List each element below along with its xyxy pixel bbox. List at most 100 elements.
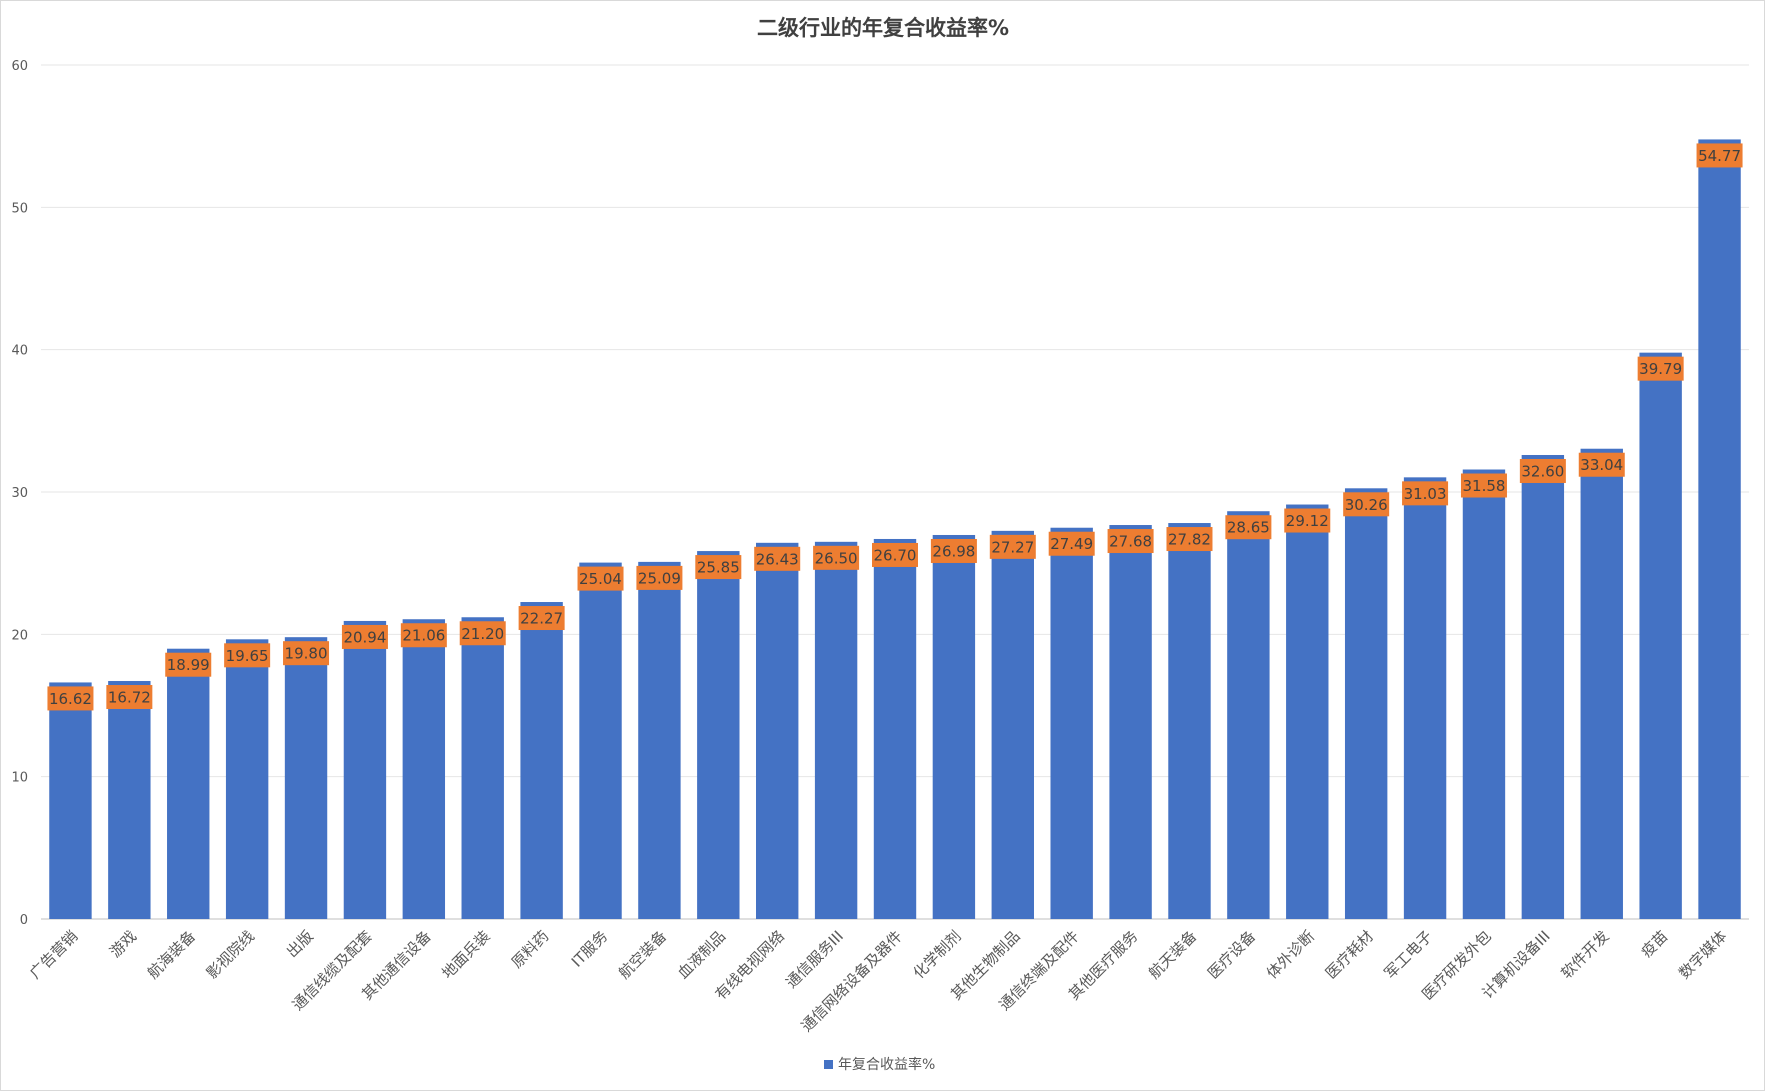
data-label: 18.99 (167, 656, 210, 674)
y-tick-label: 30 (11, 486, 28, 501)
bar (284, 637, 328, 919)
data-label-bg (283, 641, 330, 666)
y-axis-ticks: 0 10 20 30 40 50 60 (11, 59, 28, 928)
data-label: 16.72 (108, 689, 151, 707)
data-label-bg (341, 624, 388, 649)
x-tick-label: 地面兵装 (438, 927, 493, 982)
bar (1521, 454, 1565, 919)
data-label-bg (1460, 473, 1507, 498)
y-tick-label: 20 (11, 628, 28, 643)
data-label: 27.68 (1109, 533, 1152, 551)
data-label: 19.65 (226, 647, 269, 665)
x-tick-label: 出版 (283, 927, 317, 961)
data-label: 26.70 (874, 546, 917, 564)
bar (1403, 477, 1447, 919)
bar (814, 541, 858, 919)
x-tick-label: 医疗耗材 (1322, 927, 1377, 982)
bars (49, 139, 1741, 920)
x-tick-label: 通信网络设备及器件 (798, 927, 906, 1035)
bar (756, 542, 799, 919)
bar (1462, 469, 1506, 919)
bar (520, 602, 563, 919)
legend-label: 年复合收益率% (838, 1056, 935, 1073)
bar (873, 538, 917, 919)
data-label: 26.43 (756, 550, 799, 568)
y-tick-label: 50 (11, 201, 28, 216)
bar (1109, 525, 1152, 919)
data-label-bg (636, 565, 683, 590)
data-label: 39.79 (1639, 360, 1682, 378)
data-label: 25.85 (697, 559, 740, 577)
data-label-bg (1637, 356, 1684, 381)
bar (167, 648, 210, 919)
data-label-bg (1284, 508, 1331, 533)
data-label: 26.98 (932, 542, 975, 560)
bar (108, 681, 151, 919)
data-label-bg (813, 545, 860, 570)
x-tick-label: 广告营销 (26, 927, 81, 982)
y-tick-label: 40 (11, 344, 28, 359)
x-tick-label: 疫苗 (1638, 927, 1672, 961)
x-tick-label: 原料药 (508, 927, 553, 972)
data-label-bg (1166, 527, 1213, 552)
chart-title: 二级行业的年复合收益率% (757, 16, 1009, 40)
x-tick-label: 化学制剂 (910, 927, 965, 982)
data-label-bg (1696, 143, 1743, 168)
x-tick-label: 体外诊断 (1263, 927, 1318, 982)
y-tick-label: 10 (11, 771, 28, 786)
data-label: 27.82 (1168, 531, 1211, 549)
bar (991, 530, 1034, 919)
x-tick-label: 医疗设备 (1204, 927, 1259, 982)
data-label: 31.58 (1462, 477, 1505, 495)
bar (461, 617, 504, 919)
bar (1050, 527, 1093, 919)
bar (1344, 488, 1388, 919)
bar (1168, 523, 1211, 919)
data-label: 21.20 (461, 625, 504, 643)
data-label-bg (1578, 452, 1625, 477)
data-label: 20.94 (343, 628, 386, 646)
data-label: 27.27 (991, 538, 1034, 556)
data-label-bg (224, 643, 271, 668)
data-label: 29.12 (1286, 512, 1329, 530)
data-label-bg (400, 623, 447, 648)
data-label-bg (989, 534, 1036, 559)
x-tick-label: 影视院线 (203, 927, 258, 982)
data-label: 21.06 (402, 627, 445, 645)
bar (343, 620, 387, 919)
data-label-bg (577, 566, 624, 591)
bar (225, 639, 269, 919)
data-label-bg (459, 621, 506, 646)
bar (1580, 448, 1623, 919)
bar (697, 551, 740, 919)
x-tick-label: 航空装备 (615, 927, 670, 982)
bar (1698, 139, 1741, 920)
x-tick-label: 数字媒体 (1675, 927, 1730, 982)
data-label-bg (1107, 529, 1154, 554)
bar (932, 534, 976, 919)
x-tick-label: 航天装备 (1145, 927, 1200, 982)
data-label-bg (1048, 531, 1095, 556)
data-label: 28.65 (1227, 519, 1270, 537)
data-label-bg (872, 542, 918, 567)
data-label-bg (106, 685, 153, 710)
bar (1639, 352, 1682, 920)
data-label-bg (518, 606, 565, 631)
data-label-bg (165, 652, 212, 677)
data-label: 32.60 (1521, 462, 1564, 480)
legend: 年复合收益率% (824, 1056, 935, 1073)
y-tick-label: 0 (20, 913, 28, 928)
data-label: 54.77 (1698, 147, 1741, 165)
data-label: 27.49 (1050, 535, 1093, 553)
bar (1227, 511, 1270, 919)
data-label-bg (47, 686, 94, 711)
data-label-bg (1343, 492, 1390, 517)
legend-swatch (824, 1060, 833, 1069)
data-label: 33.04 (1580, 456, 1623, 474)
data-label: 25.04 (579, 570, 622, 588)
y-tick-label: 60 (11, 59, 28, 74)
data-label: 16.62 (49, 690, 92, 708)
